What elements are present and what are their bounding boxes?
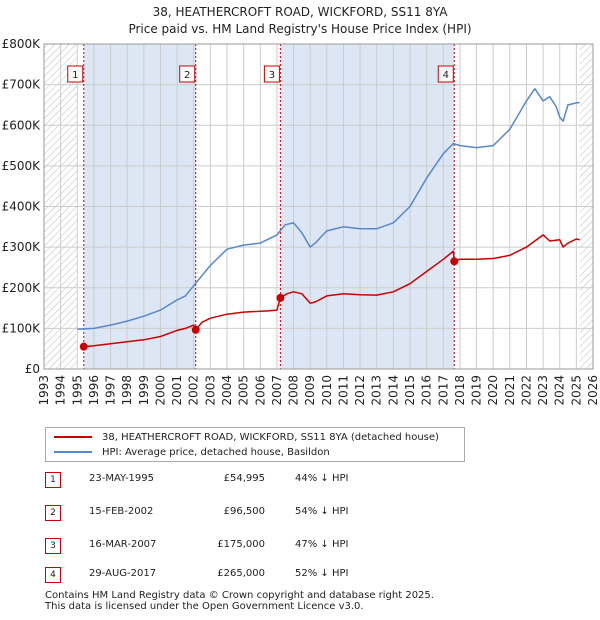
chart-title: 38, HEATHERCROFT ROAD, WICKFORD, SS11 8Y…	[0, 4, 600, 38]
x-tick-label: 2003	[203, 375, 217, 406]
x-tick-label: 2018	[453, 375, 467, 406]
sale-hpi-diff: 44% ↓ HPI	[295, 473, 349, 484]
chart-title-line-1: 38, HEATHERCROFT ROAD, WICKFORD, SS11 8Y…	[152, 5, 448, 19]
y-tick-label: £500K	[2, 159, 42, 173]
x-tick-label: 2005	[237, 375, 251, 406]
x-tick-label: 1996	[87, 375, 101, 406]
sale-annotation-label: 1	[72, 70, 78, 81]
sale-point	[191, 325, 200, 334]
plot-frame	[43, 43, 594, 370]
x-tick-label: 2021	[503, 375, 517, 406]
sale-annotation-box	[263, 65, 280, 83]
y-tick-label: £800K	[2, 37, 42, 51]
x-tick-label: 2016	[420, 375, 434, 406]
price-chart: £0 £100K £200K £300K £400K £500K £600K £700K £80…	[2, 37, 600, 406]
legend-item-property: 38, HEATHERCROFT ROAD, WICKFORD, SS11 8Y…	[54, 430, 439, 444]
x-tick-label: 2023	[536, 375, 550, 406]
x-tick-label: 2015	[403, 375, 417, 406]
sale-hpi-diff: 47% ↓ HPI	[295, 539, 349, 550]
x-tick-label: 2013	[370, 375, 384, 406]
sale-annotation-badge: 3	[263, 65, 280, 83]
sale-number-badge: 2	[45, 505, 61, 521]
property-line-swatch	[54, 436, 92, 438]
chart-title-line-2: Price paid vs. HM Land Registry's House …	[128, 22, 472, 36]
sale-date: 16-MAR-2007	[89, 539, 157, 550]
sale-hpi-diff: 54% ↓ HPI	[295, 506, 349, 517]
x-tick-label: 2024	[553, 375, 567, 406]
sale-annotation-box	[179, 65, 196, 83]
footer-attribution: Contains HM Land Registry data © Crown c…	[45, 590, 434, 612]
x-tick-label: 2012	[353, 375, 367, 406]
sale-row: 3 16-MAR-2007 £175,000 47% ↓ HPI	[45, 538, 445, 554]
x-tick-label: 2002	[187, 375, 201, 406]
hpi-line	[77, 87, 580, 330]
sale-annotation-box	[437, 65, 454, 83]
legend: 38, HEATHERCROFT ROAD, WICKFORD, SS11 8Y…	[45, 427, 465, 462]
x-tick-label: 2001	[170, 375, 184, 406]
sale-price: £175,000	[217, 539, 265, 550]
sale-annotation-box	[67, 65, 84, 83]
sale-annotation-label: 3	[269, 70, 275, 81]
sale-row: 4 29-AUG-2017 £265,000 52% ↓ HPI	[45, 567, 445, 583]
y-tick-label: £100K	[2, 321, 42, 335]
x-tick-label: 2011	[336, 375, 350, 406]
x-tick-label: 1995	[70, 375, 84, 406]
y-tick-label: £700K	[2, 78, 42, 92]
property-price-line	[83, 234, 580, 348]
x-tick-label: 2014	[386, 375, 400, 406]
hpi-line-swatch	[54, 451, 92, 453]
y-tick-label: £300K	[2, 240, 42, 254]
sale-number-badge: 1	[45, 472, 61, 488]
x-tick-label: 1997	[104, 375, 118, 406]
sale-number-badge: 3	[45, 538, 61, 554]
footer-line-1: Contains HM Land Registry data © Crown c…	[45, 590, 434, 601]
x-tick-label: 2009	[303, 375, 317, 406]
x-tick-label: 2006	[253, 375, 267, 406]
sale-price: £54,995	[223, 473, 265, 484]
x-tick-label: 2004	[220, 375, 234, 406]
legend-item-hpi: HPI: Average price, detached house, Basi…	[54, 445, 330, 459]
y-tick-label: £0	[25, 362, 40, 376]
x-tick-label: 2000	[153, 375, 167, 406]
y-tick-label: £400K	[2, 200, 42, 214]
x-tick-label: 2020	[486, 375, 500, 406]
sale-annotation-badge: 1	[67, 65, 84, 83]
sale-price: £96,500	[223, 506, 265, 517]
sale-number-badge: 4	[45, 567, 61, 583]
sale-annotation-badge: 2	[179, 65, 196, 83]
legend-label-hpi: HPI: Average price, detached house, Basi…	[102, 446, 330, 458]
sale-point	[79, 342, 88, 351]
sale-price: £265,000	[217, 568, 265, 579]
x-tick-label: 2022	[519, 375, 533, 406]
x-tick-label: 2025	[569, 375, 583, 406]
sale-annotation-badge: 4	[437, 65, 454, 83]
sale-point	[450, 257, 459, 266]
sale-point	[276, 293, 285, 302]
sale-date: 15-FEB-2002	[89, 506, 154, 517]
x-tick-label: 1999	[137, 375, 151, 406]
x-tick-label: 1998	[120, 375, 134, 406]
sale-row: 1 23-MAY-1995 £54,995 44% ↓ HPI	[45, 472, 445, 488]
y-tick-label: £200K	[2, 281, 42, 295]
x-tick-label: 1993	[37, 375, 51, 406]
x-tick-label: 2017	[436, 375, 450, 406]
sale-hpi-diff: 52% ↓ HPI	[295, 568, 349, 579]
legend-label-property: 38, HEATHERCROFT ROAD, WICKFORD, SS11 8Y…	[102, 431, 439, 443]
x-tick-label: 2026	[586, 375, 600, 406]
sale-row: 2 15-FEB-2002 £96,500 54% ↓ HPI	[45, 505, 445, 521]
y-tick-label: £600K	[2, 118, 42, 132]
x-tick-label: 1994	[54, 375, 68, 406]
sale-annotation-label: 4	[443, 70, 449, 81]
footer-line-2: This data is licensed under the Open Gov…	[45, 601, 364, 612]
sale-date: 23-MAY-1995	[89, 473, 155, 484]
x-tick-label: 2010	[320, 375, 334, 406]
x-tick-label: 2019	[470, 375, 484, 406]
sale-annotation-label: 2	[184, 70, 190, 81]
x-tick-label: 2007	[270, 375, 284, 406]
sale-date: 29-AUG-2017	[89, 568, 157, 579]
x-tick-label: 2008	[287, 375, 301, 406]
